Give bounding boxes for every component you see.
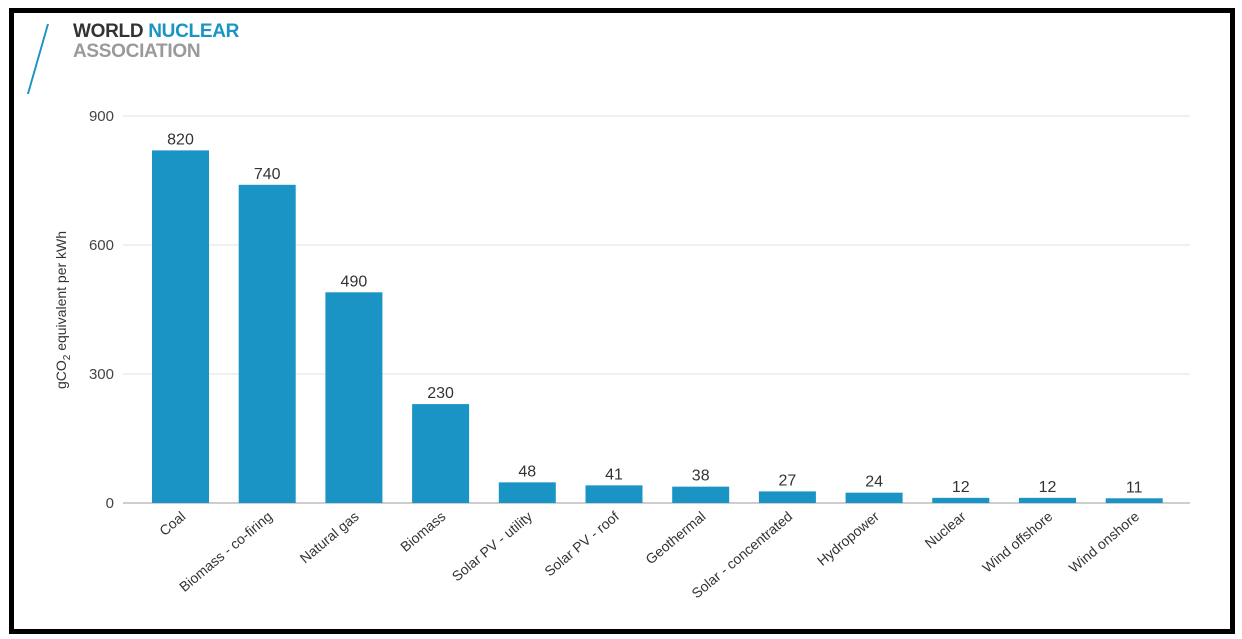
data-label: 24 — [865, 474, 883, 491]
y-axis-title: gCO2 equivalent per kWh — [53, 231, 73, 389]
x-tick-label: Hydropower — [814, 508, 882, 569]
logo-line-1: WORLD NUCLEAR — [73, 22, 239, 41]
data-label: 230 — [427, 385, 454, 402]
y-tick-label: 600 — [89, 237, 114, 254]
chart-frame — [9, 8, 1235, 634]
x-tick-label: Solar PV - roof — [541, 508, 622, 579]
bar-hydropower — [845, 492, 903, 503]
bar-biomass-co-firing — [238, 184, 296, 504]
data-label: 48 — [518, 463, 536, 480]
y-tick-label: 300 — [89, 366, 114, 383]
data-label: 38 — [692, 468, 710, 485]
bar-solar-concentrated — [758, 491, 816, 503]
data-label: 12 — [952, 479, 970, 496]
bars — [152, 150, 1163, 504]
world-nuclear-association-logo: WORLD NUCLEAR ASSOCIATION — [26, 22, 260, 102]
data-label: 490 — [341, 273, 368, 290]
bar-solar-pv-roof — [585, 485, 643, 503]
bar-natural-gas — [325, 292, 383, 503]
data-labels: 820 740 490 230 48 41 38 27 24 12 12 11 — [167, 131, 1142, 496]
x-tick-label: Nuclear — [921, 508, 968, 551]
x-tick-label: Wind offshore — [979, 508, 1055, 576]
bar-nuclear — [932, 497, 990, 503]
data-label: 41 — [605, 466, 623, 483]
bar-geothermal — [672, 486, 730, 503]
x-tick-label: Natural gas — [297, 508, 362, 566]
data-label: 11 — [1126, 479, 1143, 496]
x-tick-label: Coal — [156, 508, 188, 539]
bar-coal — [152, 150, 209, 503]
bar-wind-offshore — [1019, 497, 1076, 503]
x-tick-label: Solar PV - utility — [449, 508, 536, 584]
y-axis-ticks: 0 300 600 900 — [89, 108, 114, 512]
bar-solar-pv-utility — [498, 482, 556, 503]
x-tick-label: Biomass - co-firing — [176, 508, 275, 595]
y-tick-label: 0 — [106, 495, 114, 512]
data-label: 740 — [254, 166, 281, 183]
logo-word-nuclear: NUCLEAR — [148, 21, 240, 42]
logo-word-association: ASSOCIATION — [73, 41, 201, 62]
y-tick-label: 900 — [89, 108, 114, 125]
gridlines — [123, 115, 1190, 504]
bar-biomass — [412, 404, 470, 503]
data-label: 820 — [167, 131, 194, 148]
data-label: 27 — [779, 472, 797, 489]
x-tick-label: Biomass — [397, 508, 448, 555]
x-tick-label: Wind onshore — [1066, 508, 1143, 576]
data-label: 12 — [1039, 479, 1057, 496]
x-tick-label: Geothermal — [642, 508, 708, 567]
logo-word-world: WORLD — [73, 21, 144, 42]
bar-wind-onshore — [1105, 498, 1163, 503]
